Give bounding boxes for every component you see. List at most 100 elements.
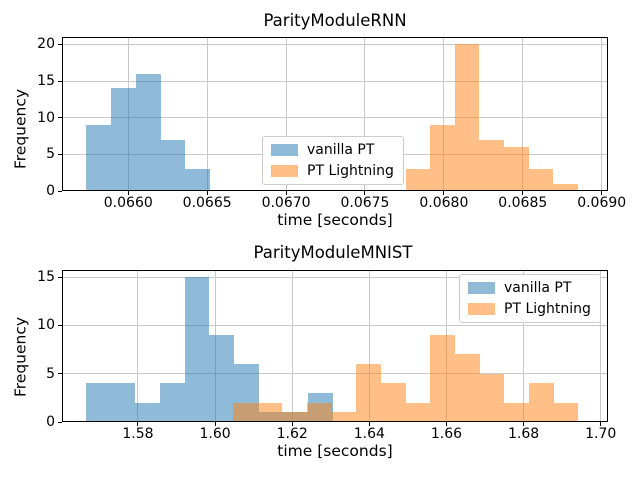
hist-bar-pt-lightning xyxy=(504,402,529,422)
y-tick-mark xyxy=(58,421,62,423)
y-tick-mark xyxy=(58,373,62,375)
legend: vanilla PT PT Lightning xyxy=(459,274,601,324)
hist-bar-vanilla-pt xyxy=(85,125,111,191)
hist-bar-pt-lightning xyxy=(454,44,480,191)
hist-bar-vanilla-pt xyxy=(135,402,160,422)
x-tick-mark xyxy=(364,191,366,195)
hist-bar-pt-lightning xyxy=(553,402,579,422)
y-tick-label: 15 xyxy=(37,73,55,89)
x-tick-label: 1.66 xyxy=(430,426,463,442)
hist-bar-pt-lightning xyxy=(528,383,554,422)
x-gridline xyxy=(285,37,287,191)
x-tick-label: 0.0675 xyxy=(340,195,390,211)
x-tick-mark xyxy=(601,191,603,195)
y-gridline xyxy=(62,276,608,278)
x-tick-mark xyxy=(291,422,293,426)
x-tick-label: 0.0690 xyxy=(577,195,627,211)
legend: vanilla PT PT Lightning xyxy=(262,136,404,186)
hist-bar-pt-lightning xyxy=(331,412,357,422)
x-axis-label: time [seconds] xyxy=(277,211,393,229)
x-tick-label: 0.0685 xyxy=(498,195,548,211)
y-tick-mark xyxy=(58,43,62,45)
y-tick-mark xyxy=(58,276,62,278)
y-gridline xyxy=(62,117,608,119)
x-tick-label: 1.68 xyxy=(507,426,540,442)
legend-entry-pt-lightning: PT Lightning xyxy=(271,163,394,179)
hist-bar-pt-lightning xyxy=(306,402,332,422)
hist-bar-pt-lightning xyxy=(553,183,578,191)
hist-bar-pt-lightning xyxy=(454,354,480,422)
hist-bar-pt-lightning xyxy=(528,169,554,191)
legend-entry-vanilla-pt: vanilla PT xyxy=(468,280,591,296)
x-gridline xyxy=(137,270,139,422)
x-tick-mark xyxy=(285,191,287,195)
hist-bar-pt-lightning xyxy=(356,364,381,422)
x-tick-label: 0.0665 xyxy=(182,195,232,211)
x-tick-mark xyxy=(206,191,208,195)
y-tick-mark xyxy=(58,117,62,119)
x-tick-mark xyxy=(522,191,524,195)
x-tick-label: 1.62 xyxy=(276,426,308,442)
hist-bar-pt-lightning xyxy=(257,402,283,422)
x-tick-label: 0.0670 xyxy=(261,195,311,211)
legend-entry-pt-lightning: PT Lightning xyxy=(468,301,591,317)
legend-label: PT Lightning xyxy=(307,163,394,180)
y-tick-label: 15 xyxy=(37,269,55,286)
x-gridline xyxy=(600,270,602,422)
legend-swatch-vanilla-pt xyxy=(271,144,298,157)
x-tick-mark xyxy=(443,191,445,195)
y-tick-label: 0 xyxy=(46,414,55,430)
legend-label: PT Lightning xyxy=(504,301,591,318)
hist-bar-vanilla-pt xyxy=(159,383,185,422)
x-gridline xyxy=(522,37,524,191)
x-tick-label: 0.0680 xyxy=(419,195,469,211)
x-gridline xyxy=(443,37,445,191)
hist-bar-pt-lightning xyxy=(282,412,307,422)
hist-bar-vanilla-pt xyxy=(209,335,234,422)
x-gridline xyxy=(291,270,293,422)
hist-bar-pt-lightning xyxy=(405,169,431,191)
y-tick-label: 5 xyxy=(46,146,55,163)
hist-bar-pt-lightning xyxy=(232,402,258,422)
hist-bar-pt-lightning xyxy=(405,402,431,422)
x-tick-mark xyxy=(214,422,216,426)
hist-bar-pt-lightning xyxy=(380,383,406,422)
hist-bar-pt-lightning xyxy=(479,373,505,422)
y-tick-label: 10 xyxy=(37,109,55,126)
hist-bar-pt-lightning xyxy=(430,125,455,191)
x-tick-mark xyxy=(137,422,139,426)
hist-bar-vanilla-pt xyxy=(160,139,186,191)
y-tick-mark xyxy=(58,153,62,155)
x-tick-mark xyxy=(368,422,370,426)
x-tick-label: 0.0660 xyxy=(103,195,153,211)
chart-title: ParityModuleRNN xyxy=(263,11,407,30)
hist-bar-vanilla-pt xyxy=(184,277,210,422)
y-gridline xyxy=(62,373,608,375)
x-tick-label: 1.60 xyxy=(199,426,231,442)
y-tick-label: 5 xyxy=(46,365,55,382)
y-gridline xyxy=(62,324,608,326)
hist-bar-pt-lightning xyxy=(504,147,529,191)
y-gridline xyxy=(62,80,608,82)
y-tick-label: 20 xyxy=(37,36,55,53)
y-tick-label: 0 xyxy=(46,183,55,199)
hist-bar-vanilla-pt xyxy=(110,383,136,422)
x-tick-label: 1.58 xyxy=(122,426,154,442)
x-tick-mark xyxy=(127,191,129,195)
hist-bar-vanilla-pt xyxy=(135,73,161,191)
chart-title: ParityModuleMNIST xyxy=(253,243,413,262)
y-tick-mark xyxy=(58,190,62,192)
legend-swatch-vanilla-pt xyxy=(468,282,495,295)
hist-bar-vanilla-pt xyxy=(110,88,136,191)
legend-entry-vanilla-pt: vanilla PT xyxy=(271,142,394,158)
x-gridline xyxy=(368,270,370,422)
x-gridline xyxy=(523,270,525,422)
y-tick-label: 10 xyxy=(37,317,55,334)
hist-bar-vanilla-pt xyxy=(185,169,211,191)
legend-label: vanilla PT xyxy=(307,142,375,158)
y-axis-label: Frequency xyxy=(11,316,30,398)
legend-label: vanilla PT xyxy=(504,280,572,296)
hist-bar-pt-lightning xyxy=(479,139,504,191)
